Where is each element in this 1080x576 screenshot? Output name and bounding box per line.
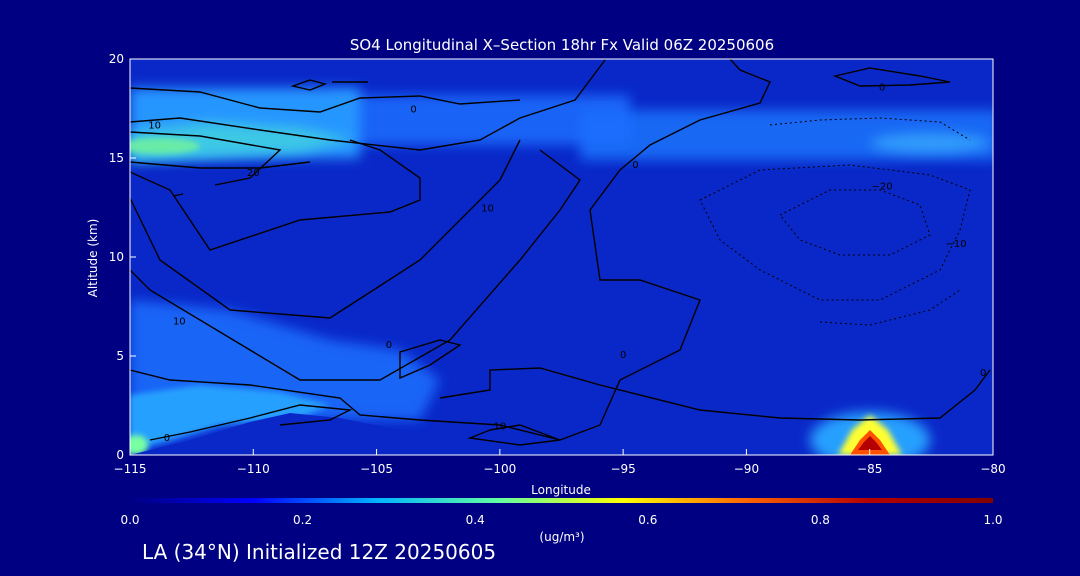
x-axis-label: Longitude bbox=[531, 483, 591, 497]
surface-hotspot-east-peak bbox=[858, 436, 882, 450]
contour-line bbox=[149, 404, 353, 441]
x-tick-label: −90 bbox=[734, 462, 759, 476]
contour-line bbox=[130, 87, 521, 113]
upper-band-peak bbox=[130, 138, 200, 154]
y-axis: 0 5 10 15 20 bbox=[109, 52, 136, 462]
colorbar: 0.0 0.2 0.4 0.6 0.8 1.0 (ug/m³) bbox=[120, 498, 1003, 544]
y-tick-label: 15 bbox=[109, 151, 124, 165]
colorbar-unit-label: (ug/m³) bbox=[539, 530, 584, 544]
contour-label: 10 bbox=[173, 316, 186, 327]
colorbar-tick-label: 0.8 bbox=[811, 513, 830, 527]
contour-label: 0 bbox=[879, 83, 885, 94]
contour-label: 20 bbox=[247, 168, 260, 179]
contour-label: 10 bbox=[493, 421, 506, 432]
y-tick-label: 0 bbox=[116, 448, 124, 462]
x-tick-label: −115 bbox=[114, 462, 147, 476]
x-tick-label: −85 bbox=[857, 462, 882, 476]
colorbar-tick-label: 0.0 bbox=[120, 513, 139, 527]
x-tick-label: −80 bbox=[980, 462, 1005, 476]
contour-label: −10 bbox=[945, 239, 966, 250]
contour-line bbox=[172, 193, 184, 197]
colorbar-tick-label: 0.2 bbox=[293, 513, 312, 527]
x-tick-label: −100 bbox=[483, 462, 516, 476]
contour-line bbox=[399, 339, 462, 380]
y-tick-label: 20 bbox=[109, 52, 124, 66]
contour-label: 10 bbox=[481, 204, 494, 215]
contour-line bbox=[439, 367, 991, 421]
contour-line bbox=[130, 59, 606, 151]
footer-location-text: LA (34°N) Initialized 12Z 20250605 bbox=[142, 540, 497, 564]
contour-label: 0 bbox=[632, 160, 638, 171]
y-tick-label: 10 bbox=[109, 250, 124, 264]
contour-label: 0 bbox=[164, 433, 170, 444]
contour-label: 0 bbox=[410, 105, 416, 116]
contour-label: 10 bbox=[148, 120, 161, 131]
contour-line bbox=[130, 149, 581, 381]
contour-label: 0 bbox=[620, 350, 626, 361]
terrain bbox=[130, 413, 560, 455]
contour-line bbox=[467, 424, 561, 446]
y-axis-label: Altitude (km) bbox=[86, 219, 100, 298]
contour-line bbox=[130, 139, 421, 251]
y-tick-label: 5 bbox=[116, 349, 124, 363]
upper-band-east-core bbox=[870, 133, 990, 153]
contour-line bbox=[130, 59, 771, 441]
contour-labels: 10 20 0 0 10 0 −20 −10 10 0 0 10 0 0 bbox=[148, 83, 986, 444]
negative-contour-line bbox=[819, 289, 961, 326]
contour-line bbox=[130, 161, 311, 169]
x-tick-label: −105 bbox=[360, 462, 393, 476]
contour-line bbox=[130, 131, 282, 186]
x-tick-label: −110 bbox=[237, 462, 270, 476]
chart-title: SO4 Longitudinal X–Section 18hr Fx Valid… bbox=[350, 36, 774, 54]
contour-label: 0 bbox=[386, 340, 392, 351]
surface-hotspot-west bbox=[130, 435, 148, 455]
colorbar-tick-label: 1.0 bbox=[983, 513, 1002, 527]
contour-lines bbox=[130, 59, 991, 446]
plot-area: 10 20 0 0 10 0 −20 −10 10 0 0 10 0 0 bbox=[130, 59, 993, 455]
x-axis: −115 −110 −105 −100 −95 −90 −85 −80 bbox=[114, 449, 1006, 476]
colorbar-tick-label: 0.4 bbox=[466, 513, 485, 527]
colorbar-tick-label: 0.6 bbox=[638, 513, 657, 527]
x-tick-label: −95 bbox=[610, 462, 635, 476]
colorbar-swatch bbox=[130, 498, 993, 503]
concentration-field bbox=[130, 88, 993, 455]
contour-line bbox=[832, 67, 951, 87]
colorbar-ticks: 0.0 0.2 0.4 0.6 0.8 1.0 bbox=[120, 513, 1002, 527]
negative-contour-line bbox=[769, 117, 971, 141]
negative-contour-line bbox=[779, 189, 931, 256]
contour-line bbox=[290, 79, 328, 91]
contour-line bbox=[130, 139, 521, 319]
contour-label: −20 bbox=[871, 182, 892, 193]
contour-label: 0 bbox=[980, 368, 986, 379]
negative-contours bbox=[699, 117, 971, 326]
